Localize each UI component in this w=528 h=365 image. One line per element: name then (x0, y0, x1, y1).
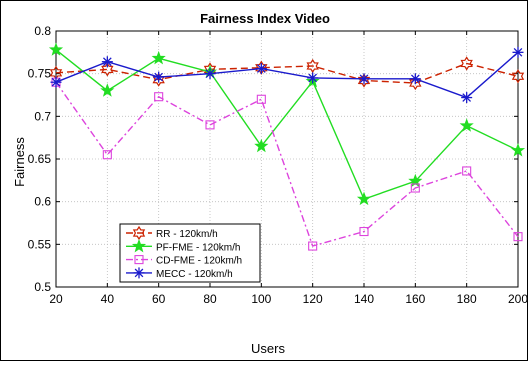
data-point (459, 118, 474, 132)
x-axis-label: Users (251, 341, 285, 356)
x-tick-label: 180 (457, 292, 477, 306)
data-point (358, 73, 370, 85)
x-tick-label: 160 (405, 292, 425, 306)
x-tick-label: 60 (152, 292, 166, 306)
y-tick-label: 0.75 (28, 67, 52, 81)
data-point (512, 46, 524, 58)
data-point (255, 63, 267, 75)
data-point (410, 183, 420, 193)
series-line (55, 51, 519, 99)
y-tick-label: 0.6 (34, 195, 51, 209)
legend: RR - 120km/h PF-FME - 120km/h CD-FME - 120… (119, 223, 261, 283)
fairness-chart: Fairness Index Video Fairness Users 20 40… (12, 11, 528, 356)
series-line (55, 81, 519, 247)
axes-box (55, 30, 519, 288)
x-tick-label: 80 (203, 292, 217, 306)
legend-marker (133, 267, 145, 279)
legend-label: CD-FME - 120km/h (156, 256, 242, 267)
legend-label: PF-FME - 120km/h (156, 242, 240, 253)
data-point (101, 62, 114, 77)
x-tick-label: 140 (354, 292, 374, 306)
data-point (307, 72, 319, 84)
data-point (205, 120, 215, 130)
data-point (48, 42, 64, 56)
y-tick-label: 0.5 (34, 280, 51, 294)
data-point (254, 138, 269, 153)
axes: 20 40 60 80 100 120 140 160 180 200 0.5 0.55 0.6 0.65… (28, 24, 528, 306)
legend-marker (131, 238, 147, 253)
data-point (356, 191, 372, 206)
data-point (308, 241, 318, 251)
data-point (101, 56, 113, 68)
data-point (151, 50, 166, 65)
x-tick-label: 40 (101, 292, 115, 306)
data-point (102, 150, 112, 160)
data-point (460, 56, 473, 71)
series-3 (50, 46, 524, 104)
data-point (153, 71, 165, 83)
legend-label: RR - 120km/h (156, 229, 218, 240)
y-axis-label: Fairness (12, 137, 27, 187)
data-point (409, 73, 421, 85)
x-tick-label: 20 (49, 292, 63, 306)
data-point (306, 58, 319, 74)
y-tick-label: 0.7 (34, 109, 51, 123)
data-point (513, 232, 523, 242)
data-point (511, 69, 525, 84)
data-point (359, 226, 369, 237)
data-point (357, 73, 371, 88)
data-point (154, 92, 164, 102)
data-point (510, 143, 526, 157)
legend-marker (134, 255, 144, 265)
chart-title: Fairness Index Video (200, 11, 330, 26)
x-tick-label: 200 (508, 292, 527, 306)
y-tick-label: 0.65 (28, 152, 52, 166)
y-tick-label: 0.8 (34, 24, 51, 38)
y-tick-label: 0.55 (28, 237, 52, 251)
data-series (48, 42, 526, 251)
x-tick-label: 100 (251, 292, 271, 306)
legend-label: MECC - 120km/h (156, 269, 233, 280)
data-point (204, 68, 216, 80)
data-point (100, 83, 115, 97)
x-tick-label: 120 (303, 292, 323, 306)
series-line (55, 49, 519, 200)
data-point (256, 94, 266, 104)
data-point (50, 76, 62, 88)
data-point (461, 92, 473, 104)
data-point (462, 166, 472, 176)
